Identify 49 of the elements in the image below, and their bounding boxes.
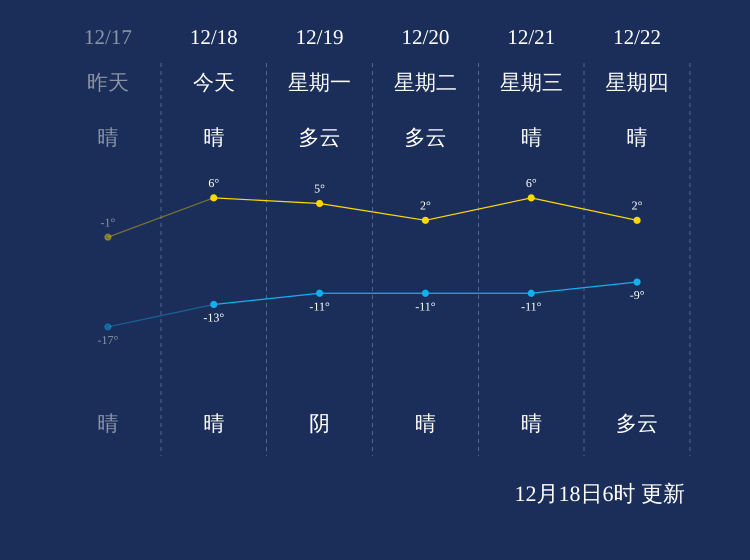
text: 星期一 [288,70,352,94]
data-label: 5° [314,182,326,196]
text: 今天 [192,70,235,94]
point [422,290,430,297]
x-tick-label: 12/17 [84,25,132,50]
text: 昨天 [86,70,129,94]
point [316,290,324,297]
text: 晴 [97,125,118,150]
data-label: 2° [632,198,643,212]
x-tick-label: 12/18 [190,25,238,50]
data-label: -1° [100,215,116,230]
data-label: -11° [521,299,542,314]
text: 晴 [97,411,118,436]
x-tick-label: 12/22 [613,25,662,50]
point [528,290,535,297]
data-label: -13° [203,310,224,325]
text: 多云 [298,125,341,150]
text: 晴 [203,411,224,436]
data-label: -11° [309,299,330,314]
point [528,194,535,202]
text: 阴 [309,411,330,436]
point [210,194,218,202]
point [104,234,112,241]
text: 星期四 [606,70,669,94]
data-label: -11° [415,299,436,314]
data-label: 6° [526,176,537,190]
text: 多云 [404,125,446,150]
point [104,323,112,331]
point [210,300,218,308]
data-label: 6° [208,176,220,190]
point [633,278,641,286]
text: 晴 [520,411,542,436]
point [633,216,641,224]
point [316,200,324,208]
text: 12月18日6时 更新 [514,480,685,506]
text: 星期二 [394,70,457,94]
text: 多云 [616,411,658,436]
data-label: -9° [630,288,645,302]
text: 晴 [626,125,648,150]
point [422,216,430,224]
data-label: -17° [98,333,119,348]
data-label: 2° [420,198,432,212]
x-tick-label: 12/21 [507,25,556,50]
x-tick-label: 12/20 [401,25,450,50]
text: 晴 [520,125,542,150]
x-tick-label: 12/19 [296,25,344,50]
text: 晴 [203,125,224,150]
text: 星期三 [500,70,563,94]
text: 晴 [414,411,436,436]
